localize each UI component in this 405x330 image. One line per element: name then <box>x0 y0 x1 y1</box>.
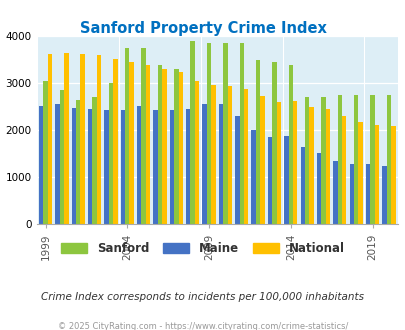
Legend: Sanford, Maine, National: Sanford, Maine, National <box>57 237 348 260</box>
Bar <box>234 116 239 224</box>
Bar <box>64 53 68 224</box>
Bar <box>260 96 264 224</box>
Bar <box>88 109 92 224</box>
Text: Sanford Property Crime Index: Sanford Property Crime Index <box>79 21 326 36</box>
Bar <box>76 100 80 224</box>
Bar <box>365 164 369 224</box>
Bar <box>300 147 304 224</box>
Bar <box>239 43 243 224</box>
Bar <box>185 109 190 224</box>
Bar <box>190 41 194 224</box>
Bar <box>292 101 297 224</box>
Bar <box>390 126 394 224</box>
Bar <box>251 130 255 224</box>
Bar <box>162 69 166 224</box>
Bar <box>288 65 292 224</box>
Bar <box>227 86 231 224</box>
Bar <box>39 106 43 224</box>
Bar <box>202 104 206 224</box>
Bar <box>174 69 178 224</box>
Bar <box>60 90 64 224</box>
Bar <box>255 60 260 224</box>
Bar <box>325 109 329 224</box>
Bar <box>48 54 52 224</box>
Bar <box>386 95 390 224</box>
Bar <box>267 137 272 224</box>
Bar <box>358 122 362 224</box>
Bar <box>141 48 145 224</box>
Bar <box>136 106 141 224</box>
Text: © 2025 CityRating.com - https://www.cityrating.com/crime-statistics/: © 2025 CityRating.com - https://www.city… <box>58 322 347 330</box>
Bar <box>382 166 386 224</box>
Bar <box>125 48 129 224</box>
Bar <box>169 110 174 224</box>
Bar <box>320 97 325 224</box>
Bar <box>71 108 76 224</box>
Bar <box>341 116 345 224</box>
Bar <box>374 125 378 224</box>
Bar <box>92 97 96 224</box>
Bar <box>304 97 309 224</box>
Bar <box>337 95 341 224</box>
Bar <box>109 83 113 224</box>
Bar <box>211 85 215 224</box>
Bar <box>96 55 101 224</box>
Bar <box>243 89 248 224</box>
Bar <box>194 81 199 224</box>
Bar <box>353 95 358 224</box>
Bar <box>178 72 183 224</box>
Bar <box>309 107 313 224</box>
Bar <box>223 43 227 224</box>
Bar <box>272 62 276 224</box>
Bar <box>158 65 162 224</box>
Bar <box>284 137 288 224</box>
Bar <box>80 54 85 224</box>
Text: Crime Index corresponds to incidents per 100,000 inhabitants: Crime Index corresponds to incidents per… <box>41 292 364 302</box>
Bar <box>206 43 211 224</box>
Bar <box>369 95 374 224</box>
Bar <box>129 62 134 224</box>
Bar <box>316 153 320 224</box>
Bar <box>43 81 48 224</box>
Bar <box>145 65 150 224</box>
Bar <box>349 164 353 224</box>
Bar <box>55 105 60 224</box>
Bar <box>218 105 223 224</box>
Bar <box>104 110 109 224</box>
Bar <box>120 110 125 224</box>
Bar <box>153 110 158 224</box>
Bar <box>276 102 280 224</box>
Bar <box>333 161 337 224</box>
Bar <box>113 59 117 224</box>
